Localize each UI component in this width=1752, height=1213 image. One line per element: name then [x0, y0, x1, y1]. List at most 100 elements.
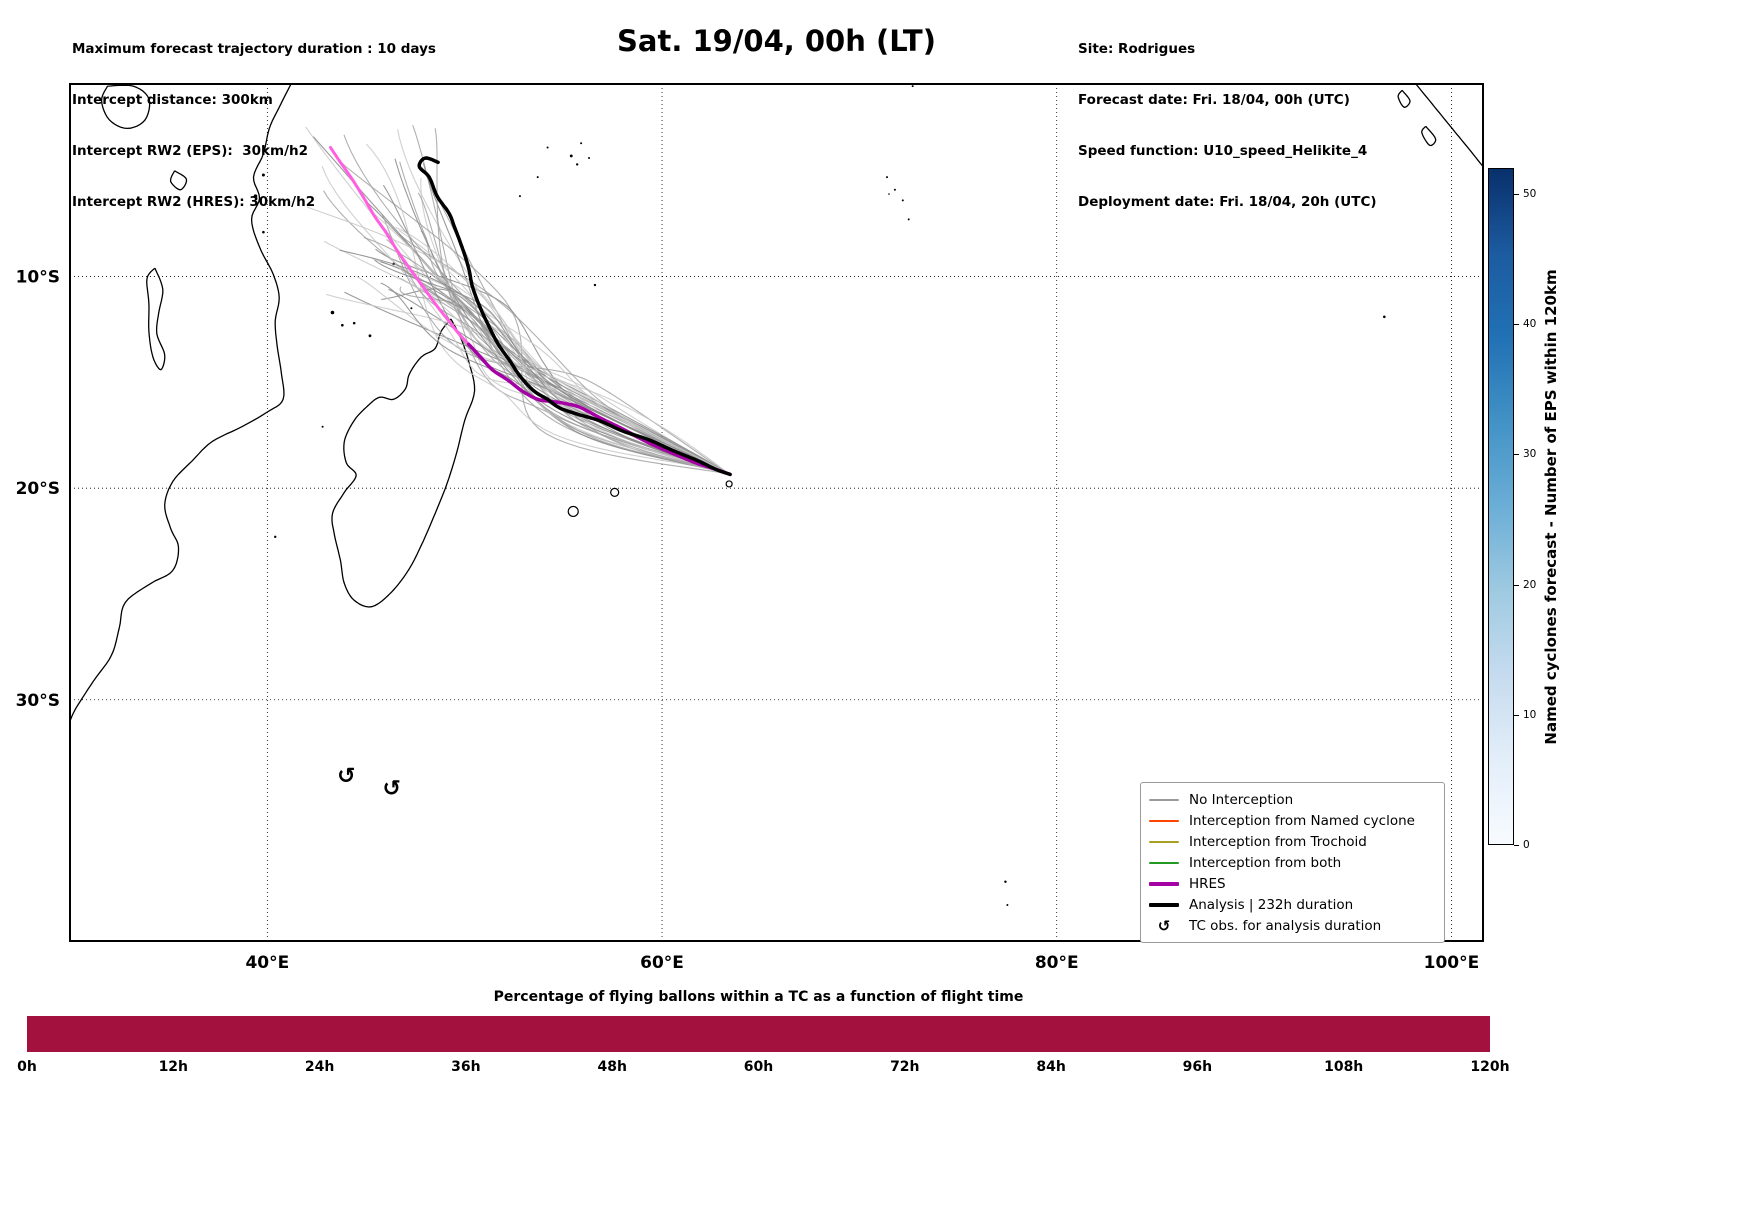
tc-obs-symbol: ↺	[382, 777, 400, 802]
island-dot	[352, 321, 356, 325]
coastline-lake-malawi	[146, 267, 166, 371]
map-legend: No Interception Interception from Named c…	[1140, 782, 1445, 943]
ensemble-trajectory	[399, 161, 731, 475]
y-tick-label: 30°S	[16, 691, 60, 711]
bottom-x-tick-label: 12h	[158, 1059, 189, 1075]
map-content	[70, 84, 1483, 941]
legend-label: Interception from Named cyclone	[1189, 812, 1415, 829]
colorbar-tick-label: 50	[1523, 188, 1537, 201]
coastline-africa	[70, 84, 292, 722]
colorbar-tick	[1514, 454, 1519, 456]
coastline-lake-eyasi	[169, 170, 188, 191]
colorbar-tick	[1514, 194, 1519, 196]
bottom-x-tick-label: 36h	[451, 1059, 481, 1075]
legend-line-swatch	[1149, 798, 1179, 801]
coastline-siberut	[1421, 125, 1437, 147]
island-dot	[593, 283, 597, 287]
ensemble-trajectory	[305, 126, 731, 475]
island-dot	[321, 425, 324, 428]
x-tick-label: 80°E	[1035, 953, 1079, 973]
header-speed-function: Speed function: U10_speed_Helikite_4	[1078, 143, 1368, 159]
legend-entry: No Interception	[1149, 789, 1436, 810]
pink-track	[329, 146, 471, 346]
x-tick-label: 60°E	[640, 953, 684, 973]
island-dot	[567, 505, 579, 518]
island-dot	[253, 194, 258, 198]
tc-obs-symbol: ↺	[337, 764, 355, 789]
hres-track	[466, 342, 732, 477]
legend-line-swatch	[1149, 902, 1179, 907]
ensemble-trajectory	[365, 143, 731, 475]
colorbar-tick-label: 10	[1523, 708, 1537, 721]
coastline-madagascar	[331, 318, 476, 608]
header-intercept-distance: Intercept distance: 300km	[72, 92, 273, 108]
colorbar-tick	[1514, 584, 1519, 586]
bottom-x-tick-label: 96h	[1182, 1059, 1213, 1075]
header-site: Site: Rodrigues	[1078, 41, 1196, 57]
legend-entry: ↺ TC obs. for analysis duration	[1149, 915, 1436, 936]
colorbar-tick	[1514, 714, 1519, 716]
legend-entry: Analysis | 232h duration	[1149, 894, 1436, 915]
island-dot	[546, 146, 549, 149]
bottom-x-tick-label: 108h	[1324, 1059, 1364, 1075]
bottom-x-tick-label: 60h	[743, 1059, 774, 1075]
island-dot	[262, 230, 265, 234]
ensemble-trajectory	[344, 291, 731, 475]
bottom-x-tick-label: 72h	[890, 1059, 920, 1075]
ensemble-trajectory	[395, 276, 731, 475]
ensemble-trajectory	[343, 134, 731, 475]
island-dot	[610, 487, 620, 497]
legend-label: Interception from both	[1189, 854, 1342, 871]
island-dot	[261, 173, 265, 177]
coastline-nias	[1397, 89, 1411, 108]
island-dot	[274, 535, 277, 539]
ensemble-trajectory	[395, 226, 731, 475]
legend-line-swatch	[1149, 840, 1179, 843]
colorbar-gradient	[1488, 168, 1514, 845]
legend-entry: Interception from Named cyclone	[1149, 810, 1436, 831]
ensemble-trajectory	[312, 136, 731, 475]
legend-entry: Interception from both	[1149, 852, 1436, 873]
bottom-x-tick-label: 24h	[304, 1059, 335, 1075]
legend-line-swatch	[1149, 861, 1179, 864]
ensemble-trajectory	[420, 177, 731, 475]
x-tick-label: 40°E	[245, 953, 289, 973]
legend-entry: HRES	[1149, 873, 1436, 894]
island-dot	[888, 193, 890, 195]
ensemble-trajectory	[370, 210, 731, 475]
island-dot	[1006, 904, 1009, 907]
island-dot	[725, 480, 733, 488]
colorbar-tick-label: 20	[1523, 578, 1537, 591]
colorbar-tick	[1514, 324, 1519, 326]
coastline-sumatra	[1415, 84, 1483, 167]
x-tick-label: 100°E	[1424, 953, 1480, 973]
island-dot	[341, 323, 344, 327]
island-dot	[588, 157, 591, 160]
header-max-duration: Maximum forecast trajectory duration : 1…	[72, 41, 436, 57]
island-dot	[518, 195, 521, 198]
ensemble-trajectory	[415, 273, 731, 475]
island-dot	[368, 334, 372, 338]
legend-line-swatch	[1149, 881, 1179, 886]
header-right-block: Site: Rodrigues Forecast date: Fri. 18/0…	[1078, 7, 1377, 245]
island-dot	[911, 85, 914, 88]
header-left-block: Maximum forecast trajectory duration : 1…	[72, 7, 436, 245]
island-dot	[580, 142, 583, 145]
coastline-lake-victoria	[100, 84, 151, 130]
island-dot	[1383, 315, 1386, 319]
y-tick-label: 20°S	[16, 479, 60, 499]
island-dot	[410, 307, 413, 310]
island-dot	[1004, 880, 1007, 883]
island-dot	[575, 163, 579, 166]
colorbar-label: Named cyclones forecast - Number of EPS …	[1542, 269, 1560, 745]
island-dot	[536, 176, 539, 179]
ensemble-trajectory	[341, 162, 731, 475]
colorbar-tick-label: 0	[1523, 839, 1530, 851]
island-dot	[330, 310, 335, 315]
legend-label: HRES	[1189, 875, 1226, 892]
legend-entry: Interception from Trochoid	[1149, 831, 1436, 852]
header-forecast-date: Forecast date: Fri. 18/04, 00h (UTC)	[1078, 92, 1350, 108]
bottom-x-tick-label: 120h	[1470, 1059, 1510, 1075]
bottom-bar-fill	[27, 1016, 1490, 1052]
